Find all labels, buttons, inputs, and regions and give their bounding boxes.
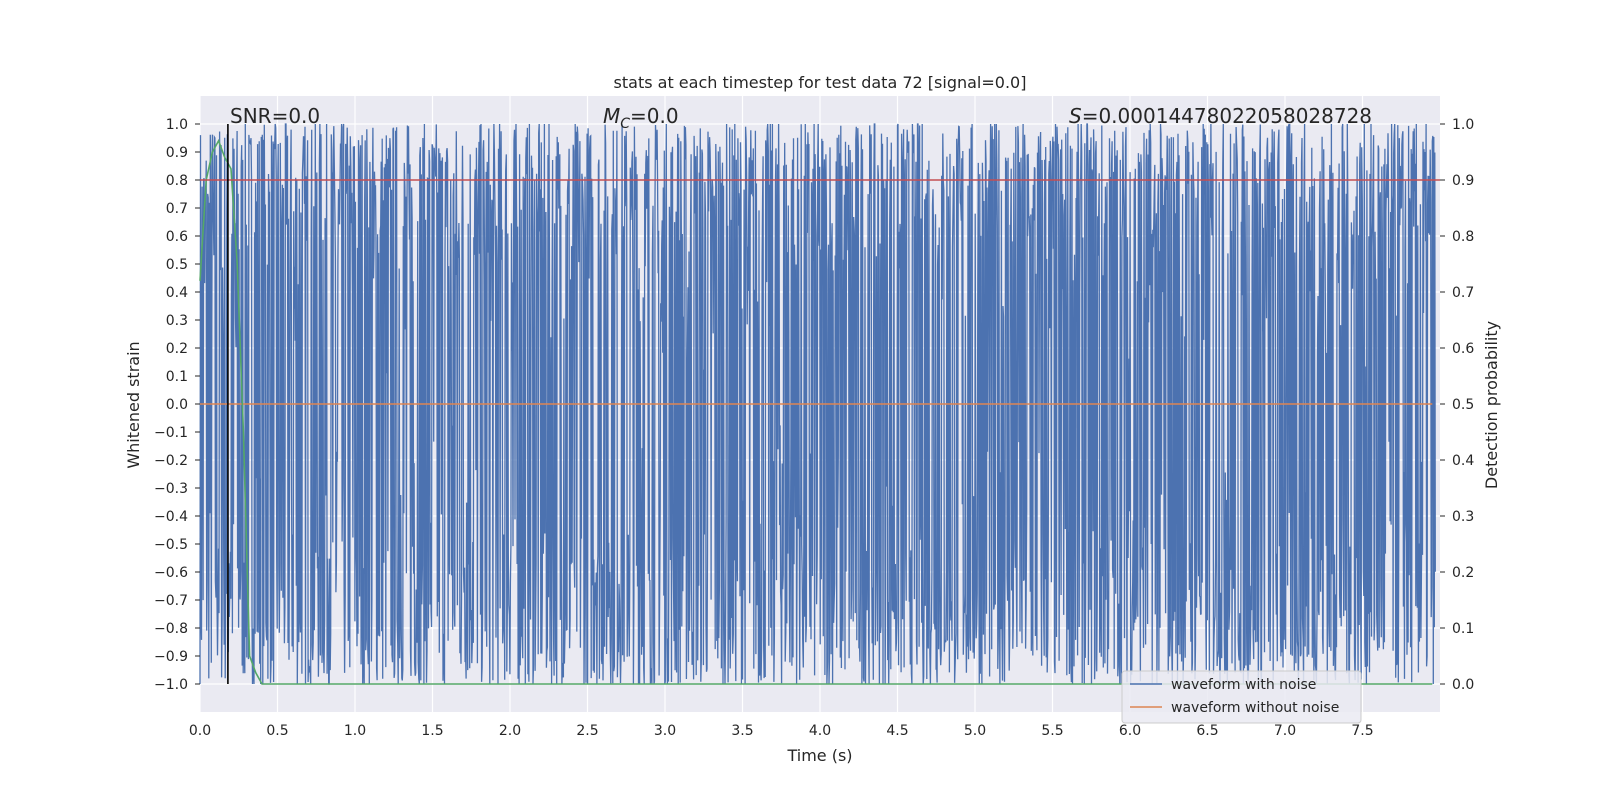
mc-base: M <box>603 104 620 128</box>
y-tick-label: 0.2 <box>166 341 188 357</box>
chart-title: stats at each timestep for test data 72 … <box>614 73 1027 92</box>
x-tick-label: 1.5 <box>421 723 443 739</box>
x-tick-label: 2.5 <box>576 723 598 739</box>
y-tick-label: −0.1 <box>154 425 188 441</box>
mc-annotation: MC=0.0 <box>603 104 679 132</box>
y2-tick-label: 0.9 <box>1452 173 1474 189</box>
y-tick-label: 0.0 <box>166 397 188 413</box>
x-tick-labels: 0.0 0.5 1.0 1.5 2.0 2.5 3.0 3.5 4.0 4.5 5.0 5.5 6.0 6… <box>189 723 1374 739</box>
legend-label-noise: waveform with noise <box>1171 677 1316 693</box>
y-tick-labels: 1.0 0.9 0.8 0.7 0.6 0.5 0.4 0.3 0.2 0.1 0.0 −0.1 −0.… <box>154 117 200 693</box>
legend: waveform with noise waveform without noi… <box>1121 670 1362 724</box>
y-tick-label: 0.4 <box>166 285 188 301</box>
s-value: =0.00014478022058028728 <box>1082 104 1372 128</box>
mc-value: =0.0 <box>630 104 679 128</box>
snr-value: =0.0 <box>272 104 321 128</box>
y2-tick-label: 0.6 <box>1452 341 1474 357</box>
series-lines <box>199 138 1440 685</box>
x-tick-label: 0.0 <box>189 723 211 739</box>
waveform-with-noise-line <box>199 123 1436 685</box>
y-tick-label: 0.8 <box>166 173 188 189</box>
x-tick-label: 0.5 <box>266 723 288 739</box>
s-annotation: S=0.00014478022058028728 <box>1069 104 1372 128</box>
y2-tick-label: 0.7 <box>1452 285 1474 301</box>
x-tick-label: 4.0 <box>809 723 831 739</box>
y-tick-label: −0.4 <box>154 509 188 525</box>
y2-tick-labels: 1.0 0.9 0.8 0.7 0.6 0.5 0.4 0.3 0.2 0.1 0.0 <box>1440 117 1474 693</box>
series-line-detection-probability <box>199 138 1433 685</box>
y-tick-label: 0.3 <box>166 313 188 329</box>
x-tick-label: 7.5 <box>1351 723 1373 739</box>
x-tick-label: 2.0 <box>499 723 521 739</box>
snr-annotation: SNR=0.0 <box>230 104 320 128</box>
y-tick-label: 0.5 <box>166 257 188 273</box>
x-tick-label: 1.0 <box>344 723 366 739</box>
x-tick-label: 5.0 <box>964 723 986 739</box>
x-axis-label: Time (s) <box>786 746 852 765</box>
y2-tick-label: 0.4 <box>1452 453 1474 469</box>
y-tick-label: −0.3 <box>154 481 188 497</box>
y-tick-label: −0.8 <box>154 621 188 637</box>
x-tick-label: 5.5 <box>1041 723 1063 739</box>
y2-axis-label: Detection probability <box>1482 321 1501 489</box>
y2-tick-label: 0.8 <box>1452 229 1474 245</box>
y-tick-label: −0.5 <box>154 537 188 553</box>
y-tick-label: −1.0 <box>154 677 188 693</box>
legend-box <box>1121 670 1362 724</box>
y-tick-label: 0.7 <box>166 201 188 217</box>
mc-sub: C <box>620 116 630 132</box>
x-tick-label: 7.0 <box>1274 723 1296 739</box>
y2-tick-label: 0.0 <box>1452 677 1474 693</box>
y2-tick-label: 0.3 <box>1452 509 1474 525</box>
x-tick-label: 6.0 <box>1119 723 1141 739</box>
y2-tick-label: 0.1 <box>1452 621 1474 637</box>
x-tick-label: 3.5 <box>731 723 753 739</box>
y-tick-label: 0.1 <box>166 369 188 385</box>
x-tick-label: 4.5 <box>886 723 908 739</box>
y-tick-label: −0.9 <box>154 649 188 665</box>
series-waveform-with-noise <box>199 123 1436 685</box>
legend-label-clean: waveform without noise <box>1171 700 1339 716</box>
x-tick-label: 3.0 <box>654 723 676 739</box>
y2-tick-label: 0.5 <box>1452 397 1474 413</box>
y-tick-label: −0.6 <box>154 565 188 581</box>
y-tick-label: 0.9 <box>166 145 188 161</box>
snr-name: SNR <box>230 104 272 128</box>
y2-tick-label: 1.0 <box>1452 117 1474 133</box>
s-name: S <box>1069 104 1082 128</box>
y-tick-label: 0.6 <box>166 229 188 245</box>
y-axis-label: Whitened strain <box>124 341 143 468</box>
y-tick-label: −0.2 <box>154 453 188 469</box>
y-tick-label: −0.7 <box>154 593 188 609</box>
x-tick-label: 6.5 <box>1196 723 1218 739</box>
y-tick-label: 1.0 <box>166 117 188 133</box>
y2-tick-label: 0.2 <box>1452 565 1474 581</box>
